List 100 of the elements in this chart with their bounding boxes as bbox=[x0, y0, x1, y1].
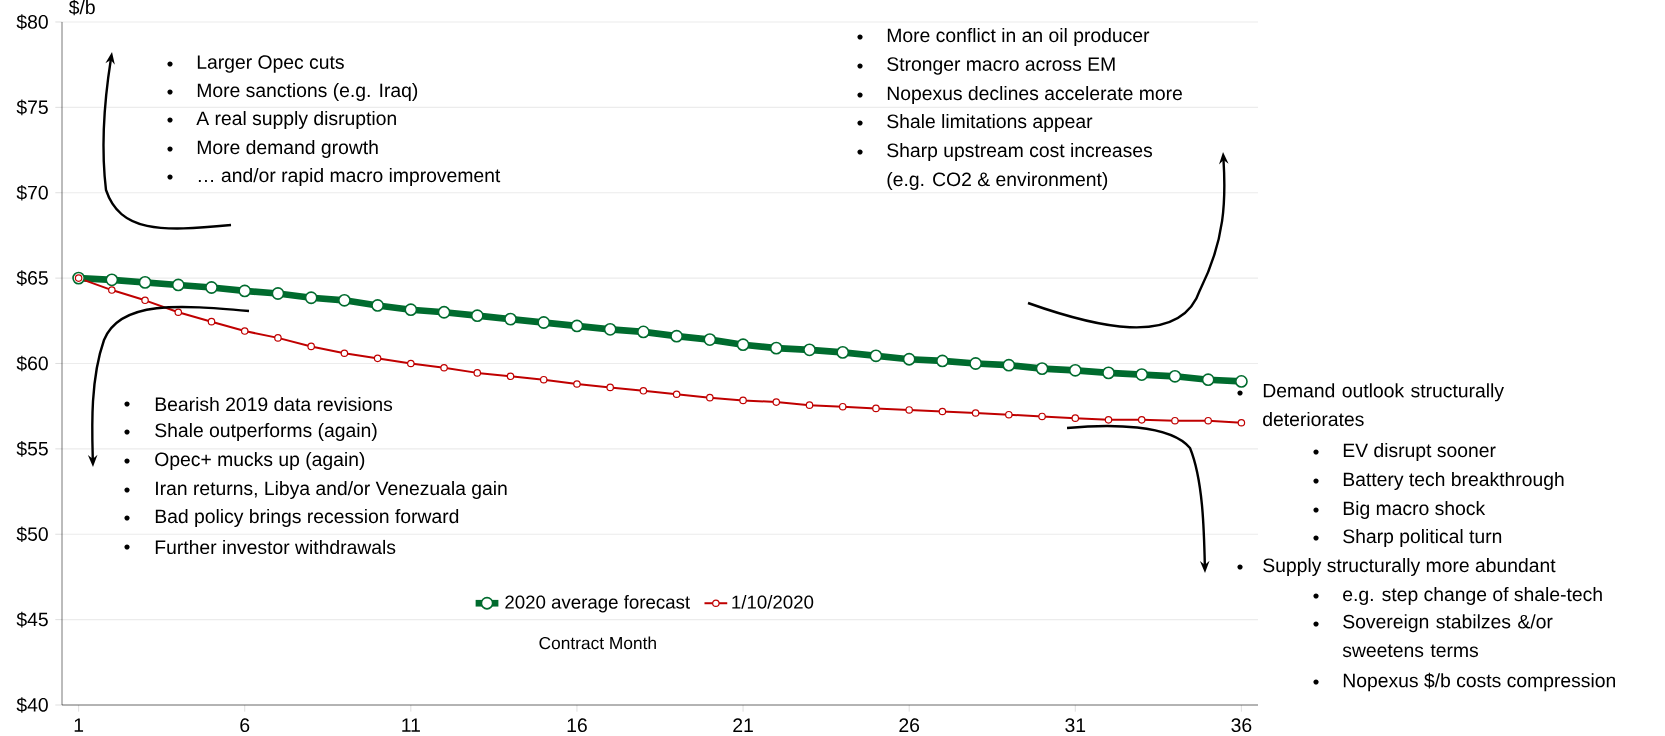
point bbox=[1204, 416, 1212, 425]
point bbox=[1071, 414, 1080, 422]
point bbox=[872, 404, 880, 413]
x-tick-label: 31 bbox=[1065, 718, 1086, 733]
text: Sovereign stabilzes &/or sweetens terms bbox=[1342, 614, 1553, 658]
point bbox=[537, 316, 551, 329]
annotation: … and/or rapid macro improvement bbox=[198, 167, 501, 187]
legend-label: 2020 average forecast bbox=[505, 595, 690, 613]
point bbox=[1171, 416, 1179, 425]
point bbox=[838, 402, 847, 411]
y-axis-title: $/b bbox=[68, 0, 95, 16]
point bbox=[836, 346, 850, 359]
point bbox=[736, 338, 750, 352]
x-tick-label: 6 bbox=[240, 718, 250, 733]
point bbox=[905, 406, 913, 414]
point bbox=[274, 334, 282, 342]
annotation: More demand growth bbox=[197, 139, 378, 159]
point bbox=[769, 341, 783, 355]
point bbox=[304, 291, 318, 305]
point bbox=[639, 387, 648, 395]
point bbox=[238, 284, 252, 298]
annotation: Sharp upstream cost increases bbox=[887, 142, 1153, 162]
point bbox=[138, 275, 152, 289]
x-tick-label: 36 bbox=[1231, 718, 1252, 733]
point bbox=[971, 409, 980, 417]
text: Nopexus $/b costs compression bbox=[1343, 672, 1615, 692]
y-tick-label: $45 bbox=[16, 611, 48, 628]
point bbox=[108, 286, 116, 294]
point bbox=[606, 383, 614, 392]
point bbox=[1002, 358, 1016, 372]
point bbox=[373, 354, 382, 363]
point bbox=[171, 278, 185, 292]
text: Supply structurally more abundant bbox=[1263, 557, 1556, 577]
y-tick-label: $40 bbox=[16, 697, 48, 713]
point bbox=[703, 333, 717, 346]
point bbox=[1104, 416, 1113, 424]
point bbox=[504, 312, 517, 326]
point bbox=[603, 322, 617, 336]
point bbox=[573, 380, 581, 388]
point bbox=[772, 398, 781, 406]
point bbox=[672, 390, 681, 399]
annotation: (e.g. CO2 & environment) bbox=[887, 171, 1108, 191]
annotation: Opec+ mucks up (again) bbox=[155, 451, 365, 471]
point bbox=[938, 407, 947, 416]
y-tick-label: $55 bbox=[16, 441, 48, 457]
point bbox=[706, 393, 714, 402]
point bbox=[404, 303, 418, 317]
point bbox=[1102, 366, 1115, 380]
point bbox=[1068, 363, 1082, 377]
point bbox=[141, 296, 149, 305]
text: Battery tech breakthrough bbox=[1343, 471, 1564, 491]
annotation: Further investor withdrawals bbox=[155, 539, 396, 555]
x-tick-label: 26 bbox=[899, 718, 920, 733]
point bbox=[869, 349, 883, 363]
point bbox=[1237, 418, 1246, 427]
point bbox=[1038, 412, 1046, 421]
x-tick-label: 11 bbox=[402, 718, 420, 732]
x-tick-label: 21 bbox=[733, 718, 753, 732]
point bbox=[473, 369, 482, 377]
y-tick-label: $75 bbox=[16, 99, 48, 116]
point bbox=[174, 308, 183, 317]
legend-label: 1/10/2020 bbox=[732, 595, 814, 609]
x-tick-label: 1 bbox=[74, 718, 84, 732]
annotation: Larger Opec cuts bbox=[197, 55, 344, 73]
annotation: Bad policy brings recession forward bbox=[155, 508, 459, 528]
point bbox=[805, 401, 814, 409]
x-tick-label: 16 bbox=[567, 718, 587, 733]
point bbox=[307, 342, 315, 351]
text: e.g. step change of shale-tech bbox=[1343, 586, 1602, 606]
point bbox=[803, 343, 816, 357]
point bbox=[340, 349, 349, 358]
point bbox=[637, 325, 650, 339]
point bbox=[440, 363, 448, 372]
point bbox=[1201, 373, 1215, 387]
y-tick-label: $50 bbox=[16, 526, 48, 543]
y-tick-label: $65 bbox=[16, 270, 48, 286]
point bbox=[969, 357, 983, 370]
point bbox=[407, 359, 415, 368]
point bbox=[570, 319, 584, 333]
point bbox=[240, 327, 249, 335]
point bbox=[1035, 362, 1049, 376]
point bbox=[271, 287, 285, 300]
annotation: Nopexus declines accelerate more bbox=[887, 85, 1182, 105]
annotation: Shale outperforms (again) bbox=[155, 422, 377, 442]
annotation: More sanctions (e.g. Iraq) bbox=[197, 82, 418, 102]
annotation: Bearish 2019 data revisions bbox=[155, 396, 393, 412]
text: EV disrupt sooner bbox=[1343, 442, 1496, 462]
point bbox=[1235, 375, 1248, 388]
point bbox=[1168, 369, 1182, 383]
point bbox=[936, 354, 949, 368]
annotation: More conflict in an oil producer bbox=[887, 27, 1150, 47]
point bbox=[1135, 368, 1149, 381]
y-tick-label: $80 bbox=[16, 14, 48, 30]
y-tick-label: $70 bbox=[16, 184, 48, 201]
x-axis-title: Contract Month bbox=[539, 636, 656, 650]
y-tick-label: $60 bbox=[16, 355, 48, 372]
point bbox=[470, 309, 484, 323]
point bbox=[539, 375, 548, 384]
annotation: A real supply disruption bbox=[196, 110, 396, 130]
point bbox=[739, 396, 747, 405]
